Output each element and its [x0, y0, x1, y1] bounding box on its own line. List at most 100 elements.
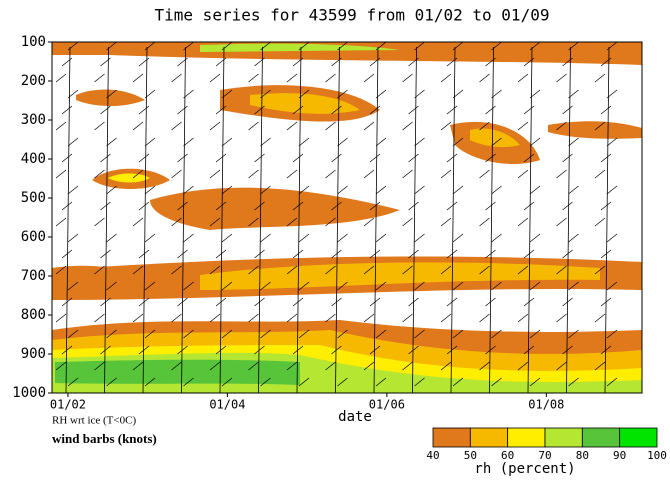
barb	[523, 249, 535, 259]
barb	[600, 345, 612, 355]
barb	[94, 361, 105, 371]
note: RH wrt ice (T<0C)	[52, 415, 136, 427]
barb	[414, 185, 425, 195]
barb	[402, 361, 413, 371]
barb	[452, 233, 464, 243]
barb-staff-column	[142, 46, 148, 394]
barb	[177, 105, 188, 115]
barb-staff-column	[181, 46, 186, 394]
barb	[94, 73, 105, 83]
barb	[183, 329, 194, 339]
barb	[248, 121, 259, 131]
barb	[556, 313, 567, 323]
barb	[298, 137, 310, 147]
barb	[606, 89, 618, 99]
barb	[67, 137, 79, 147]
barb	[138, 297, 150, 307]
barb	[485, 345, 496, 355]
barb	[529, 185, 541, 195]
barb	[100, 297, 111, 307]
chart-title: Time series for 43599 from 01/02 to 01/0…	[155, 6, 550, 25]
barb	[523, 153, 535, 163]
barb	[606, 137, 618, 147]
barb	[568, 233, 579, 243]
barb	[221, 281, 233, 291]
barb-staff-column	[412, 46, 417, 394]
barb	[331, 105, 342, 115]
barb	[209, 313, 221, 323]
barb	[286, 265, 298, 275]
barb	[55, 73, 67, 83]
barb	[286, 217, 298, 227]
x-tick-label: 01/04	[209, 398, 245, 412]
barb	[254, 57, 265, 67]
barb	[209, 361, 221, 371]
barb	[491, 377, 502, 387]
fill-40	[548, 121, 642, 139]
barb	[529, 41, 541, 51]
barb	[337, 41, 348, 51]
barb	[594, 121, 606, 131]
barb	[132, 169, 144, 179]
barb	[414, 89, 425, 99]
barb	[100, 249, 111, 259]
barb	[363, 121, 375, 131]
barb	[517, 121, 529, 131]
barb	[292, 201, 304, 211]
barb	[491, 41, 502, 51]
colorbar-swatch	[507, 427, 546, 448]
barb	[408, 201, 419, 211]
barb	[562, 297, 573, 307]
barb	[100, 201, 111, 211]
barb	[600, 105, 612, 115]
barb	[491, 329, 502, 339]
barb	[375, 89, 387, 99]
barb	[106, 233, 117, 243]
barb	[452, 137, 464, 147]
barb	[132, 217, 144, 227]
barb	[529, 281, 541, 291]
fill-40	[52, 265, 150, 299]
barb	[67, 41, 79, 51]
barb	[144, 41, 156, 51]
barb-staff-column	[566, 46, 571, 394]
barb	[286, 169, 298, 179]
barb	[55, 313, 67, 323]
barb	[594, 169, 606, 179]
barb	[260, 41, 271, 51]
barb	[402, 121, 413, 131]
colorbar-tick-label: 80	[576, 449, 589, 462]
barb	[298, 377, 310, 387]
barb	[100, 345, 111, 355]
barb	[337, 89, 348, 99]
barb	[375, 41, 387, 51]
barb	[94, 121, 105, 131]
barb	[568, 185, 579, 195]
barb	[138, 201, 150, 211]
barb	[183, 185, 194, 195]
barb	[298, 89, 310, 99]
barb	[562, 105, 573, 115]
barb	[144, 377, 156, 387]
barb	[298, 185, 310, 195]
barb	[183, 233, 194, 243]
barb	[556, 265, 567, 275]
barb	[61, 105, 73, 115]
barb	[375, 137, 387, 147]
barb	[452, 281, 464, 291]
fill-40	[150, 187, 400, 230]
barb	[517, 361, 529, 371]
fill-40	[76, 89, 145, 106]
colorbar-swatch	[469, 427, 509, 448]
y-tick-label: 800	[21, 307, 46, 323]
barb-staff-column	[104, 46, 109, 394]
x-tick-label: 01/02	[50, 398, 86, 412]
barb	[286, 121, 298, 131]
barb	[132, 361, 144, 371]
barb	[325, 217, 336, 227]
y-tick-label: 900	[21, 346, 46, 362]
barb	[61, 297, 73, 307]
barb	[221, 329, 233, 339]
barb	[325, 73, 336, 83]
barb	[144, 137, 156, 147]
